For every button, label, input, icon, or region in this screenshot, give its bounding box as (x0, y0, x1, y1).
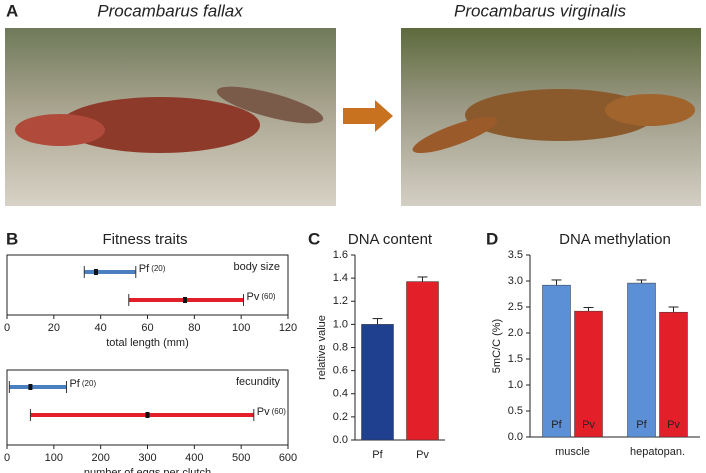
mean-marker (93, 269, 98, 275)
series-name: Pf (139, 263, 150, 275)
x-tick-label: 40 (95, 322, 107, 334)
x-tick-label: 60 (141, 322, 153, 334)
y-tick-label: 2.0 (508, 327, 523, 339)
bar-label: Pf (551, 419, 562, 431)
y-tick-label: 1.0 (508, 379, 523, 391)
bar (361, 324, 394, 441)
series-name: Pf (69, 378, 80, 390)
series-n: (60) (261, 292, 276, 301)
bar (574, 310, 603, 438)
y-tick-label: 1.6 (333, 249, 348, 261)
series-name: Pv (257, 406, 270, 418)
x-tick-label: 80 (188, 322, 200, 334)
x-tick-label: 400 (185, 452, 203, 464)
y-tick-label: 3.5 (508, 249, 523, 261)
panel-label: D (486, 229, 498, 248)
x-tick-label: Pf (372, 449, 383, 461)
arrow (343, 100, 393, 132)
x-tick-label: 600 (279, 452, 297, 464)
annotation: body size (234, 261, 280, 273)
series-label: Pv (60) (257, 406, 286, 418)
x-tick-label: hepatopan. (630, 446, 685, 458)
x-axis-label: total length (mm) (106, 337, 189, 349)
bar (627, 282, 656, 438)
x-axis-label: number of eggs per clutch (84, 467, 211, 473)
species-title: Procambarus virginalis (454, 1, 626, 20)
x-tick-label: Pv (416, 449, 429, 461)
series-n: (20) (82, 379, 97, 388)
photo-virginalis (401, 28, 701, 206)
bar (542, 284, 571, 438)
x-tick-label: 20 (48, 322, 60, 334)
x-tick-label: 0 (4, 452, 10, 464)
bar-label: Pv (582, 419, 595, 431)
panel-label: B (6, 229, 18, 248)
x-tick-label: 500 (232, 452, 250, 464)
mean-marker (28, 384, 33, 390)
y-axis-label: relative value (316, 315, 328, 380)
series-label: Pf (20) (69, 378, 96, 390)
x-tick-label: 300 (138, 452, 156, 464)
x-tick-label: 0 (4, 322, 10, 334)
y-tick-label: 2.5 (508, 301, 523, 313)
y-tick-label: 3.0 (508, 275, 523, 287)
series-n: (60) (272, 407, 287, 416)
panel-label: C (308, 229, 320, 248)
mean-marker (182, 297, 187, 303)
y-tick-label: 1.4 (333, 272, 348, 284)
y-tick-label: 1.5 (508, 353, 523, 365)
photo-fallax (5, 28, 336, 206)
y-tick-label: 0.2 (333, 411, 348, 423)
mean-marker (145, 412, 150, 418)
y-axis-label: 5mC/C (%) (491, 319, 503, 373)
y-tick-label: 0.6 (333, 365, 348, 377)
bar (406, 281, 439, 441)
bar-label: Pf (636, 419, 647, 431)
x-tick-label: 120 (279, 322, 297, 334)
y-tick-label: 1.2 (333, 295, 348, 307)
series-label: Pf (20) (139, 263, 166, 275)
bar-label: Pv (667, 419, 680, 431)
series-name: Pv (247, 291, 260, 303)
chart-title: DNA content (348, 231, 433, 248)
bar (659, 311, 688, 438)
x-tick-label: 200 (91, 452, 109, 464)
x-tick-label: muscle (555, 446, 590, 458)
y-tick-label: 0.5 (508, 405, 523, 417)
chart-title: Fitness traits (102, 231, 187, 248)
y-tick-label: 0.0 (333, 434, 348, 446)
series-n: (20) (151, 264, 166, 273)
x-tick-label: 100 (45, 452, 63, 464)
y-tick-label: 0.8 (333, 341, 348, 353)
series-label: Pv (60) (247, 291, 276, 303)
y-tick-label: 1.0 (333, 318, 348, 330)
species-title: Procambarus fallax (97, 1, 243, 20)
y-tick-label: 0.0 (508, 431, 523, 443)
panel-label: A (6, 1, 18, 20)
x-tick-label: 100 (232, 322, 250, 334)
annotation: fecundity (236, 376, 281, 388)
chart-title: DNA methylation (559, 231, 671, 248)
y-tick-label: 0.4 (333, 388, 348, 400)
